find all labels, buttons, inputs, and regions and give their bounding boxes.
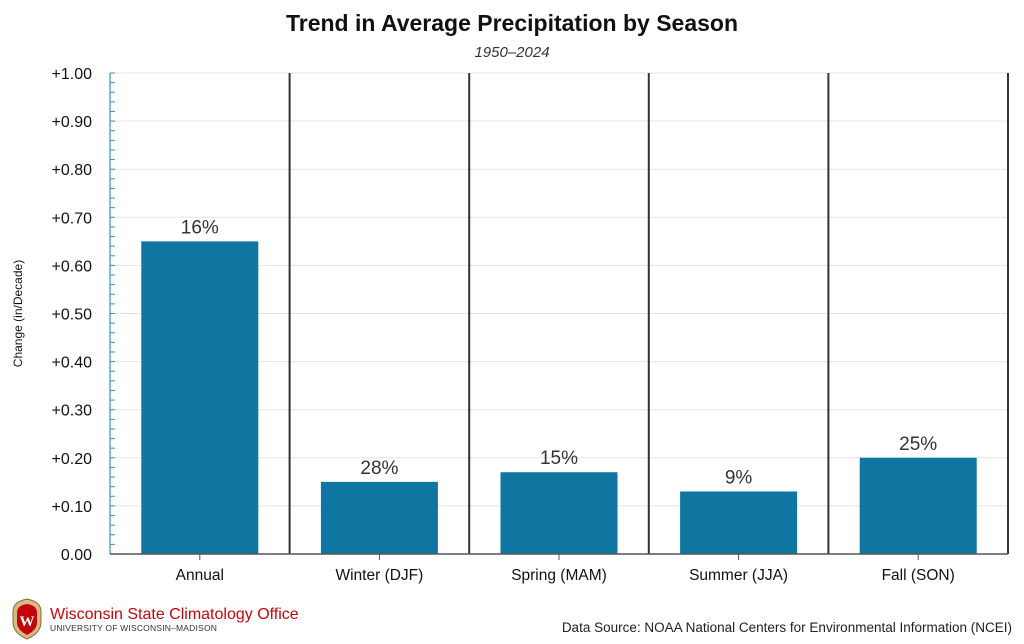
x-tick-label: Annual [176,567,224,584]
x-tick-label: Winter (DJF) [335,567,423,584]
y-tick-label: +0.70 [52,210,93,227]
y-tick-label: +0.10 [52,499,93,516]
bar-winter-djf [320,481,438,554]
uw-crest-icon: W [12,598,42,640]
y-tick-label: +1.00 [52,66,93,83]
data-source: Data Source: NOAA National Centers for E… [561,620,1012,635]
x-tick-label: Spring (MAM) [511,567,607,584]
chart-subtitle: 1950–2024 [474,44,550,61]
data-label: 25% [899,434,937,455]
x-tick-label: Summer (JJA) [689,567,788,584]
x-tick-label: Fall (SON) [882,567,955,584]
y-tick-label: +0.40 [52,355,93,372]
chart-title: Trend in Average Precipitation by Season [285,10,739,36]
org-name: Wisconsin State Climatology Office [50,605,299,623]
bar-fall-son [859,457,977,554]
org-subname: UNIVERSITY OF WISCONSIN–MADISON [50,622,218,633]
svg-text:W: W [20,614,35,630]
org-logo: W Wisconsin State Climatology Office UNI… [10,598,299,640]
data-label: 16% [181,217,219,238]
data-label: 28% [360,458,398,479]
data-label: 9% [725,467,753,488]
bar-spring-mam [500,472,618,554]
y-tick-label: +0.30 [52,403,93,420]
y-tick-label: +0.50 [52,307,93,324]
bar-summer-jja [680,491,798,554]
bar-annual [141,241,259,554]
y-tick-label: +0.20 [52,451,93,468]
data-label: 15% [540,448,578,469]
y-tick-label: 0.00 [61,547,92,564]
y-tick-label: +0.60 [52,258,93,275]
y-axis-label: Change (in/Decade) [11,260,25,367]
y-tick-label: +0.90 [52,114,93,131]
y-tick-label: +0.80 [52,162,93,179]
